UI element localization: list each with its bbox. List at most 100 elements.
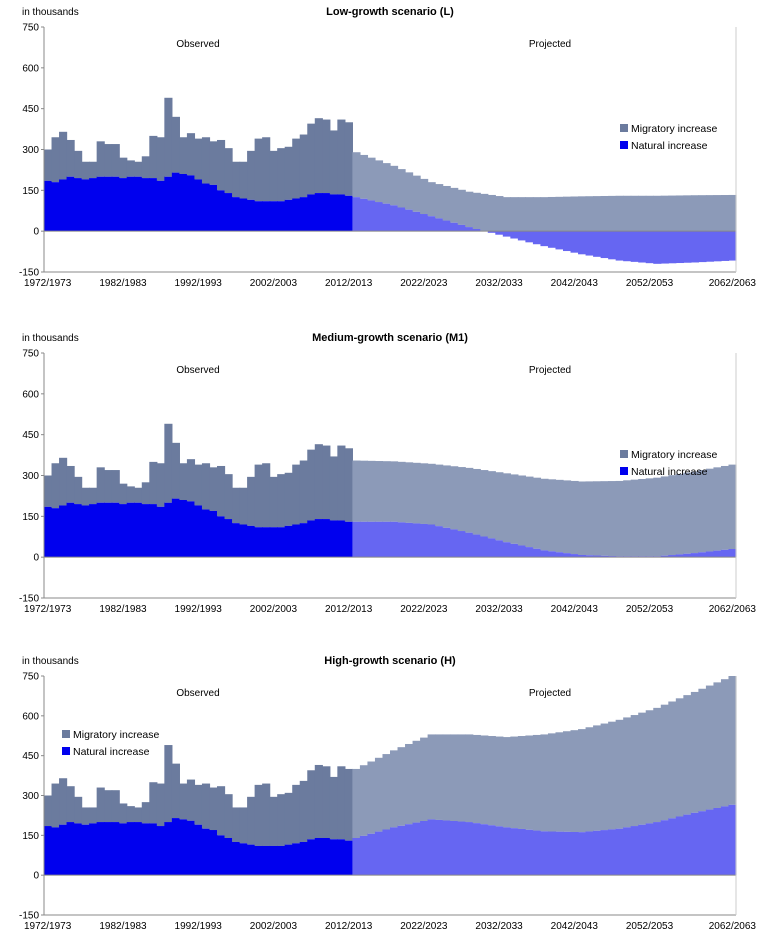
chart-title: Medium-growth scenario (M1) xyxy=(312,332,468,344)
natural-bar xyxy=(563,231,571,251)
natural-bar xyxy=(413,523,421,557)
migratory-bar xyxy=(631,715,639,826)
migratory-bar xyxy=(480,194,488,231)
natural-bar xyxy=(458,225,466,231)
migratory-bar xyxy=(149,782,157,823)
migratory-bar xyxy=(465,192,473,227)
migratory-bar xyxy=(503,473,511,542)
natural-bar xyxy=(413,212,421,231)
natural-bar xyxy=(683,554,691,557)
migratory-bar xyxy=(209,141,217,185)
migratory-bar xyxy=(345,122,353,195)
natural-bar xyxy=(262,846,270,875)
natural-bar xyxy=(59,179,67,231)
natural-bar xyxy=(713,551,721,558)
natural-bar xyxy=(435,820,443,875)
migratory-bar xyxy=(89,488,97,504)
natural-bar xyxy=(548,231,556,248)
legend-label-migratory: Migratory increase xyxy=(631,123,718,135)
migratory-bar xyxy=(525,477,533,548)
natural-bar xyxy=(240,843,248,875)
x-tick-label: 2022/2023 xyxy=(400,604,448,615)
migratory-bar xyxy=(59,458,67,506)
natural-bar xyxy=(563,832,571,875)
migratory-bar xyxy=(691,471,699,553)
natural-bar xyxy=(713,231,721,261)
migratory-bar xyxy=(458,190,466,225)
migratory-bar xyxy=(300,135,308,198)
natural-bar xyxy=(601,231,609,258)
migratory-bar xyxy=(503,737,511,827)
migratory-bar xyxy=(458,467,466,531)
migratory-bar xyxy=(44,476,52,507)
migratory-bar xyxy=(82,162,90,180)
migratory-bar xyxy=(533,735,541,831)
natural-bar xyxy=(653,822,661,875)
natural-bar xyxy=(337,194,345,231)
migratory-bar xyxy=(194,785,202,825)
migratory-bar xyxy=(458,734,466,821)
migratory-bar xyxy=(495,196,503,231)
migratory-bar xyxy=(608,722,616,830)
migratory-bar xyxy=(59,778,67,824)
y-tick-label: -150 xyxy=(19,594,39,605)
legend-swatch-migratory xyxy=(620,124,628,132)
natural-bar xyxy=(721,806,729,875)
natural-bar xyxy=(112,177,120,231)
migratory-bar xyxy=(518,736,526,829)
x-tick-label: 2032/2033 xyxy=(475,921,523,932)
natural-bar xyxy=(488,538,496,557)
y-tick-label: -150 xyxy=(19,911,39,922)
y-tick-label: 150 xyxy=(22,186,39,197)
migratory-bar xyxy=(683,695,691,815)
migratory-bar xyxy=(420,463,428,524)
natural-bar xyxy=(571,832,579,875)
x-tick-label: 2052/2053 xyxy=(626,604,674,615)
migratory-bar xyxy=(337,766,345,839)
natural-bar xyxy=(390,827,398,875)
migratory-bar xyxy=(586,481,594,555)
x-tick-label: 2032/2033 xyxy=(475,604,523,615)
natural-bar xyxy=(127,503,135,557)
migratory-bar xyxy=(322,120,330,194)
natural-bar xyxy=(59,505,67,557)
natural-bar xyxy=(82,825,90,875)
natural-bar xyxy=(352,522,360,557)
migratory-bar xyxy=(127,160,135,176)
natural-bar xyxy=(631,826,639,875)
natural-bar xyxy=(428,216,436,231)
natural-bar xyxy=(548,832,556,876)
x-tick-label: 1992/1993 xyxy=(175,921,223,932)
natural-bar xyxy=(104,822,112,875)
migratory-bar xyxy=(104,790,112,822)
natural-bar xyxy=(540,231,548,246)
migratory-bar xyxy=(127,806,135,822)
natural-bar xyxy=(375,832,383,876)
migratory-bar xyxy=(698,689,706,811)
natural-bar xyxy=(616,231,624,260)
natural-bar xyxy=(179,500,187,557)
migratory-bar xyxy=(646,710,654,823)
natural-bar xyxy=(623,231,631,261)
natural-bar xyxy=(683,815,691,876)
migratory-bar xyxy=(292,139,300,199)
natural-bar xyxy=(179,174,187,231)
natural-bar xyxy=(473,535,481,558)
natural-bar xyxy=(307,520,315,557)
migratory-bar xyxy=(616,196,624,231)
x-tick-label: 2002/2003 xyxy=(250,921,298,932)
migratory-bar xyxy=(420,738,428,821)
natural-bar xyxy=(172,818,180,875)
migratory-bar xyxy=(44,796,52,827)
migratory-bar xyxy=(360,765,368,836)
projected-label: Projected xyxy=(529,39,571,50)
migratory-bar xyxy=(225,148,233,193)
natural-bar xyxy=(721,550,729,557)
migratory-bar xyxy=(52,784,60,828)
natural-bar xyxy=(533,549,541,557)
natural-bar xyxy=(443,820,451,875)
migratory-bar xyxy=(608,481,616,556)
migratory-bar xyxy=(119,158,127,178)
migratory-bar xyxy=(450,734,458,821)
migratory-bar xyxy=(465,734,473,822)
